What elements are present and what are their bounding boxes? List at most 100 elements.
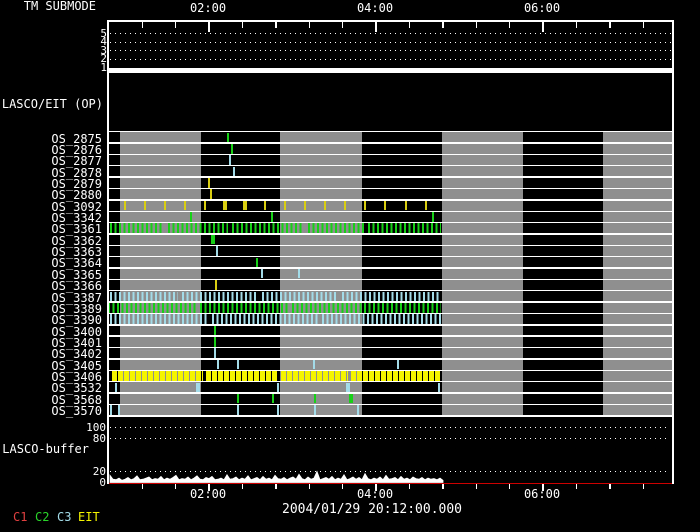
time-label-bottom: 04:00 <box>356 487 394 501</box>
event-tick <box>189 212 192 222</box>
top-axis-tick <box>475 22 477 28</box>
event-tick <box>210 234 215 245</box>
event-run <box>262 291 338 302</box>
time-label-top: 06:00 <box>523 1 561 15</box>
os-row-separator <box>108 267 673 269</box>
bottom-axis-tick <box>141 484 143 489</box>
os-panel-bottom-border <box>108 414 673 417</box>
top-axis-tick <box>408 22 411 28</box>
top-axis-tick <box>609 22 611 28</box>
event-tick <box>297 268 300 279</box>
event-tick <box>270 212 273 222</box>
event-tick <box>276 405 279 415</box>
event-tick <box>213 337 216 347</box>
event-tick <box>313 405 316 415</box>
legend-c1: C1 <box>13 510 28 524</box>
os-row-label: OS_2879 <box>51 176 102 191</box>
os-row-label: OS_3402 <box>51 347 102 362</box>
event-tick <box>215 246 218 256</box>
event-run <box>112 371 203 381</box>
buffer-signal-trace <box>109 470 444 483</box>
legend-eit: EIT <box>78 510 100 524</box>
time-label-top: 04:00 <box>356 1 394 15</box>
buffer-ytick-label: 20 <box>92 464 106 478</box>
event-tick <box>117 405 120 415</box>
event-tick <box>343 200 346 211</box>
os-row-label: OS_3365 <box>51 267 102 282</box>
event-tick <box>356 405 359 415</box>
event-tick <box>242 200 247 211</box>
event-tick <box>363 200 366 211</box>
os-row-separator <box>108 324 673 326</box>
os-row-label: OS_2880 <box>51 188 102 203</box>
event-tick <box>213 348 216 358</box>
event-tick <box>236 393 239 404</box>
top-axis-tick <box>241 22 244 28</box>
event-run <box>292 303 441 313</box>
event-tick <box>236 405 239 415</box>
event-run <box>322 314 441 324</box>
os-row-label: OS_3362 <box>51 233 102 248</box>
event-run <box>200 303 288 313</box>
bottom-axis-tick <box>174 484 177 489</box>
event-run <box>368 223 441 234</box>
bottom-axis-tick <box>475 484 477 489</box>
top-axis-tick <box>375 22 377 32</box>
event-run <box>342 291 441 302</box>
event-tick <box>348 393 353 404</box>
event-tick <box>431 212 434 222</box>
os-row-label: OS_3364 <box>51 256 102 271</box>
os-row-separator <box>108 176 673 178</box>
bottom-axis-tick <box>275 484 277 489</box>
bottom-axis-tick <box>241 484 244 489</box>
top-axis-tick <box>542 22 544 32</box>
shaded-band <box>280 131 362 415</box>
bottom-axis-tick <box>308 484 310 489</box>
shaded-band <box>120 131 201 415</box>
os-row-separator <box>108 301 673 303</box>
bottom-axis-tick <box>208 484 210 491</box>
os-row-separator <box>108 255 673 258</box>
event-tick <box>226 132 229 143</box>
os-row-label: OS_3389 <box>51 301 102 316</box>
time-label-bottom: 02:00 <box>189 487 227 501</box>
event-tick <box>236 359 239 370</box>
bottom-axis-tick <box>408 484 411 489</box>
event-run <box>308 223 364 234</box>
os-row-label: OS_3390 <box>51 313 102 328</box>
event-tick <box>312 359 315 370</box>
tm-ytick-label: 4 <box>100 35 107 48</box>
buffer-gridline <box>110 471 670 473</box>
os-row-separator <box>108 380 673 383</box>
event-tick <box>222 200 227 211</box>
timestamp-label: 2004/01/29 20:12:00.000 <box>281 502 463 517</box>
top-axis-tick <box>208 22 210 32</box>
tm-ytick-label: 5 <box>100 26 107 40</box>
event-tick <box>303 200 306 211</box>
buffer-baseline-red <box>108 482 673 484</box>
event-tick <box>424 200 427 211</box>
shaded-band <box>442 131 523 415</box>
os-row-label: OS_3532 <box>51 381 102 396</box>
os-row-label: OS_2875 <box>51 131 102 146</box>
tm-gridline <box>110 58 672 60</box>
event-tick <box>271 393 274 404</box>
event-tick <box>383 200 386 211</box>
event-tick <box>207 178 210 188</box>
bottom-axis-tick <box>609 484 611 489</box>
bottom-axis-tick <box>442 484 444 489</box>
event-tick <box>183 200 186 211</box>
event-tick <box>230 143 233 154</box>
tm-ytick-label: 2 <box>100 52 107 65</box>
event-tick <box>214 280 217 290</box>
event-tick <box>163 200 166 211</box>
os-row-label: OS_2877 <box>51 154 102 169</box>
top-axis-tick <box>141 22 143 28</box>
bottom-axis-tick <box>375 484 377 491</box>
os-row-separator <box>108 165 673 167</box>
event-tick <box>203 200 206 211</box>
event-tick <box>404 200 407 211</box>
event-tick <box>323 200 326 211</box>
top-axis-tick <box>341 22 344 28</box>
